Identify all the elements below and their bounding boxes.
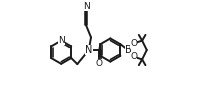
Text: O: O [129,39,136,48]
Text: N: N [82,2,89,11]
Text: N: N [85,45,92,55]
Text: O: O [95,59,102,68]
Text: B: B [124,45,131,55]
Text: N: N [58,36,64,45]
Text: O: O [129,52,136,61]
